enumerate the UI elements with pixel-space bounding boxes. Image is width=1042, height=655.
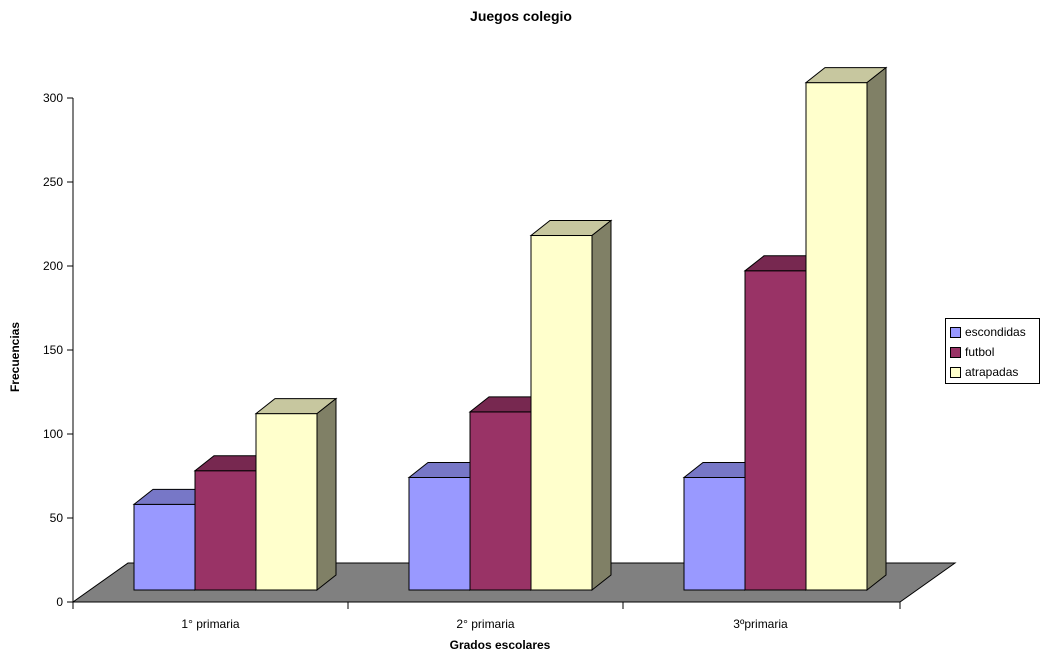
bar-front bbox=[744, 270, 807, 591]
y-tick-label-250: 250 bbox=[43, 175, 63, 189]
y-tick-label-200: 200 bbox=[43, 259, 63, 273]
legend-label-futbol: futbol bbox=[965, 345, 995, 359]
legend-item-escondidas: escondidas bbox=[950, 322, 1035, 342]
x-tick-label-3-primaria: 3ºprimaria bbox=[733, 617, 788, 631]
bar-side bbox=[316, 397, 337, 592]
bar-front bbox=[194, 470, 257, 591]
bar-front bbox=[133, 503, 196, 591]
bar-front bbox=[683, 476, 746, 591]
y-tick-label-50: 50 bbox=[50, 511, 64, 525]
legend-label-escondidas: escondidas bbox=[965, 325, 1026, 339]
bar-front bbox=[408, 476, 471, 591]
legend-label-atrapadas: atrapadas bbox=[965, 365, 1019, 379]
x-axis-label: Grados escolares bbox=[449, 638, 551, 652]
y-tick-label-0: 0 bbox=[56, 595, 63, 609]
bar-atrapadas-3-primaria bbox=[804, 66, 888, 592]
legend-item-atrapadas: atrapadas bbox=[950, 362, 1035, 382]
y-tick-label-150: 150 bbox=[43, 343, 63, 357]
bar-side bbox=[866, 66, 887, 592]
chart-bars bbox=[132, 66, 888, 592]
x-tick-label-1-primaria: 1° primaria bbox=[181, 617, 239, 631]
legend: escondidas futbol atrapadas bbox=[945, 318, 1040, 384]
bar-front bbox=[805, 82, 868, 591]
bar-side bbox=[591, 219, 612, 592]
y-tick-label-100: 100 bbox=[43, 427, 63, 441]
legend-item-futbol: futbol bbox=[950, 342, 1035, 362]
chart-title: Juegos colegio bbox=[470, 8, 572, 24]
legend-swatch-escondidas bbox=[950, 326, 961, 338]
x-tick-label-2-primaria: 2° primaria bbox=[456, 617, 514, 631]
bar-atrapadas-1-primaria bbox=[254, 397, 338, 592]
legend-swatch-futbol bbox=[950, 346, 961, 358]
bar-atrapadas-2-primaria bbox=[529, 219, 613, 592]
bar-front bbox=[469, 411, 532, 591]
bar-front bbox=[255, 413, 318, 591]
chart-axes: 0 50 100 150 200 250 300 1° primaria 2° primaria… bbox=[43, 91, 901, 631]
y-axis-label: Frecuencias bbox=[8, 321, 22, 393]
bar-front bbox=[530, 235, 593, 591]
legend-swatch-atrapadas bbox=[950, 366, 961, 378]
y-tick-label-300: 300 bbox=[43, 91, 63, 105]
